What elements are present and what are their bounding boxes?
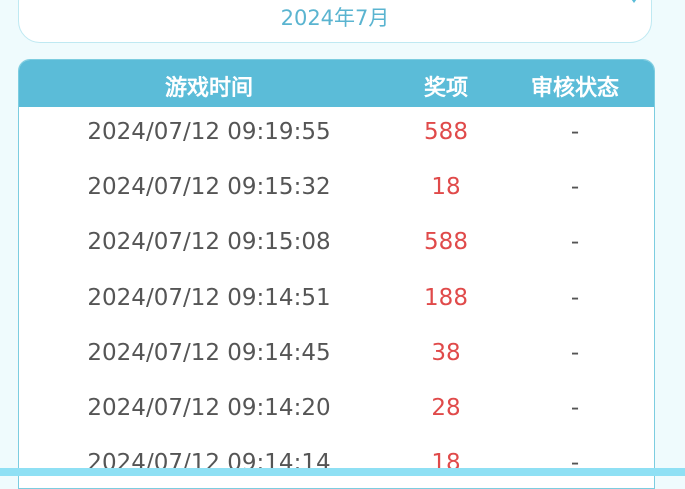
review-status: -: [570, 119, 580, 145]
game-time: 2024/07/12 09:14:20: [87, 395, 331, 421]
header-cell: 游戏时间: [164, 76, 254, 101]
game-time: 2024/07/12 09:19:55: [87, 119, 331, 145]
prize: 188: [424, 284, 468, 311]
prize: 28: [431, 395, 461, 421]
review-status: -: [570, 284, 580, 311]
header-cell: 审核状态: [530, 76, 620, 101]
dropdown-arrow[interactable]: [621, 0, 647, 3]
review-status: -: [570, 395, 580, 421]
prize: 588: [424, 119, 468, 145]
prize: 38: [431, 339, 461, 366]
review-status: -: [570, 450, 580, 477]
prize: 18: [431, 174, 461, 201]
game-time: 2024/07/12 09:14:45: [87, 339, 331, 366]
header-cell: 奖项: [423, 76, 469, 101]
game-time: 2024/07/12 09:15:08: [87, 229, 331, 256]
bottom-bar: [0, 468, 685, 476]
review-status: -: [570, 174, 580, 201]
game-time: 2024/07/12 09:15:32: [87, 174, 331, 201]
month-label: 2024年7月: [280, 6, 390, 30]
game-time: 2024/07/12 09:14:51: [87, 284, 331, 311]
review-status: -: [570, 229, 580, 256]
month-dropdown[interactable]: 2024年7月: [18, 0, 652, 43]
prize: 588: [424, 229, 468, 256]
review-status: -: [570, 339, 580, 366]
record-table: 游戏时间 奖项 审核状态 2024/07/12 09:19:55 588 - 2024/0…: [18, 59, 655, 489]
table-header: 游戏时间 奖项 审核状态: [19, 60, 654, 107]
